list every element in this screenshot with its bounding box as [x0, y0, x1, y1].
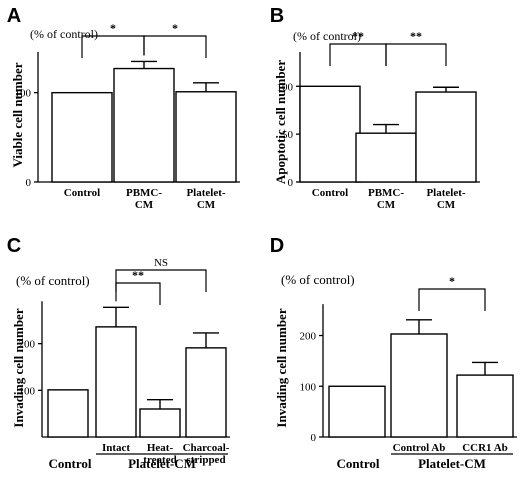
- bar: [328, 385, 386, 438]
- y-tick-label: 100: [19, 385, 36, 397]
- category-label: Heat-treated: [143, 442, 176, 466]
- panel-b: B (% of control) Apoptotic cell number 0 50 1…: [270, 5, 480, 211]
- category-label: CCR1 Ab: [462, 442, 508, 454]
- bar: [390, 333, 448, 438]
- bar: [456, 374, 514, 438]
- y-axis-label: Viable cell number: [10, 62, 25, 167]
- y-tick-label: 0: [26, 177, 32, 189]
- significance-label: *: [449, 274, 455, 288]
- group-label: Platelet-CM: [128, 456, 196, 471]
- significance-bracket: [115, 282, 161, 305]
- bar: [299, 85, 361, 183]
- category-label: Control: [48, 456, 91, 471]
- bar: [47, 389, 89, 438]
- panel-d: D (% of control) Invading cell number 0 100 2…: [270, 235, 517, 471]
- unit-label: (% of control): [293, 29, 361, 43]
- significance-label: *: [110, 21, 116, 35]
- category-label: PBMC-CM: [126, 187, 162, 211]
- category-label: Platelet-CM: [426, 187, 465, 211]
- y-tick-label: 100: [300, 381, 317, 393]
- bar: [139, 408, 181, 438]
- y-axis-label: Invading cell number: [274, 308, 289, 427]
- category-label: Intact: [102, 442, 130, 454]
- y-tick-label: 200: [19, 339, 36, 351]
- category-label: Control: [64, 187, 100, 199]
- bar: [355, 132, 417, 183]
- category-label: Control: [312, 187, 348, 199]
- significance-bracket: [418, 288, 486, 311]
- y-axis-label: Invading cell number: [11, 308, 26, 427]
- significance-bracket: [115, 269, 207, 292]
- bar: [415, 91, 477, 183]
- bar: [113, 67, 175, 183]
- y-tick-label: 50: [282, 129, 294, 141]
- category-label: PBMC-CM: [368, 187, 404, 211]
- unit-label: (% of control): [16, 273, 90, 288]
- panel-letter: D: [270, 235, 284, 257]
- y-tick-label: 100: [15, 88, 32, 100]
- significance-bracket: [385, 43, 447, 66]
- panel-letter: A: [7, 5, 21, 27]
- significance-label: **: [132, 268, 144, 282]
- significance-label: NS: [154, 257, 168, 269]
- category-label: Control Ab: [393, 442, 446, 454]
- bar: [51, 91, 113, 183]
- y-tick-label: 0: [288, 177, 294, 189]
- y-tick-label: 0: [311, 432, 317, 444]
- category-label: Control: [336, 456, 379, 471]
- significance-bracket: [329, 43, 387, 66]
- y-axis-label: Apoptotic cell number: [273, 60, 288, 184]
- significance-label: **: [352, 29, 364, 43]
- y-tick-label: 100: [277, 81, 294, 93]
- panel-letter: C: [7, 235, 21, 257]
- bar: [175, 91, 237, 183]
- unit-label: (% of control): [30, 27, 98, 41]
- bar: [185, 347, 227, 438]
- panel-letter: B: [270, 5, 284, 27]
- significance-bracket: [143, 35, 207, 58]
- unit-label: (% of control): [281, 272, 355, 287]
- y-tick-label: 200: [300, 331, 317, 343]
- significance-label: *: [172, 21, 178, 35]
- category-label: Platelet-CM: [186, 187, 225, 211]
- category-label: Charcoal-stripped: [183, 442, 230, 466]
- group-label: Platelet-CM: [418, 456, 486, 471]
- bar: [95, 326, 137, 438]
- significance-label: **: [410, 29, 422, 43]
